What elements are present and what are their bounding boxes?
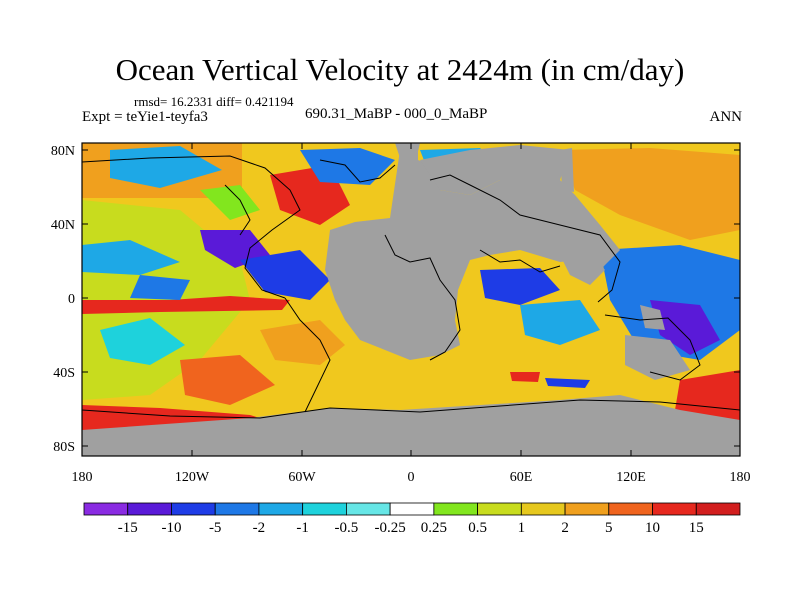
colorbar-swatch: [433, 502, 478, 516]
colorbar-label: -15: [118, 520, 138, 536]
field-patch: [82, 296, 290, 314]
map-title: Ocean Vertical Velocity at 2424m (in cm/…: [115, 52, 685, 87]
field-patch: [82, 240, 180, 275]
colorbar-label: -2: [253, 520, 266, 536]
map-field: [82, 143, 740, 456]
field-patch: [480, 268, 560, 305]
field-patch: [545, 378, 590, 388]
field-patch: [240, 250, 330, 300]
lon-label: 60E: [510, 470, 533, 485]
lat-label: 0: [68, 292, 75, 307]
lon-label: 180: [730, 470, 751, 485]
colorbar: -15 -10 -5 -2 -1 -0.5 -0.25 0.25 0.5 1 2 5 10 15: [83, 502, 741, 536]
colorbar-swatch: [608, 502, 653, 516]
colorbar-swatch: [695, 502, 741, 516]
field-patch: [130, 275, 190, 300]
colorbar-label: 2: [561, 520, 569, 536]
colorbar-swatch: [389, 502, 435, 516]
lon-label: 120W: [175, 470, 210, 485]
field-patch: [180, 355, 275, 405]
field-patch: [520, 300, 600, 345]
colorbar-label: -10: [161, 520, 181, 536]
lon-label: 60W: [288, 470, 316, 485]
land-mask: [82, 143, 740, 456]
lon-ticks: [81, 143, 741, 456]
colorbar-swatch: [302, 502, 347, 516]
lon-label: 180: [72, 470, 93, 485]
lat-label: 40S: [53, 366, 75, 381]
colorbar-label: 0.5: [468, 520, 487, 536]
field-patch: [560, 148, 740, 240]
lon-labels: 180 120W 60W 0 60E 120E 180: [72, 470, 751, 485]
coastlines: [82, 155, 740, 419]
field-patch: [300, 148, 395, 185]
colorbar-swatch: [83, 502, 129, 516]
colorbar-swatch: [520, 502, 566, 516]
season-label: ANN: [709, 109, 743, 125]
colorbar-label: -5: [209, 520, 222, 536]
lat-label: 40N: [51, 218, 75, 233]
colorbar-swatch: [127, 502, 172, 516]
colorbar-label: 0.25: [421, 520, 447, 536]
colorbar-label: 15: [689, 520, 704, 536]
colorbar-swatch: [258, 502, 304, 516]
colorbar-swatch: [564, 502, 610, 516]
period-label: 690.31_MaBP - 000_0_MaBP: [305, 106, 488, 122]
lon-label: 120E: [616, 470, 646, 485]
colorbar-swatch: [345, 502, 391, 516]
lon-label: 0: [408, 470, 415, 485]
lat-label: 80N: [51, 144, 75, 159]
experiment-label: Expt = teYie1-teyfa3: [82, 109, 208, 125]
colorbar-label: 5: [605, 520, 613, 536]
colorbar-label: 1: [518, 520, 526, 536]
field-patch: [510, 372, 540, 382]
field-patch: [100, 318, 185, 365]
field-patch: [650, 300, 720, 355]
colorbar-swatch: [477, 502, 522, 516]
colorbar-swatch: [214, 502, 260, 516]
lat-ticks: [82, 149, 740, 447]
colorbar-label: -1: [296, 520, 309, 536]
field-patch: [200, 185, 260, 220]
field-patch: [260, 320, 345, 365]
colorbar-label: 10: [645, 520, 660, 536]
colorbar-swatch: [652, 502, 697, 516]
colorbar-label: -0.5: [335, 520, 359, 536]
stats-text: rmsd= 16.2331 diff= 0.421194: [134, 94, 294, 109]
colorbar-swatch: [171, 502, 216, 516]
lat-label: 80S: [53, 440, 75, 455]
lat-labels: 80N 40N 0 40S 80S: [51, 144, 75, 455]
colorbar-label: -0.25: [375, 520, 406, 536]
